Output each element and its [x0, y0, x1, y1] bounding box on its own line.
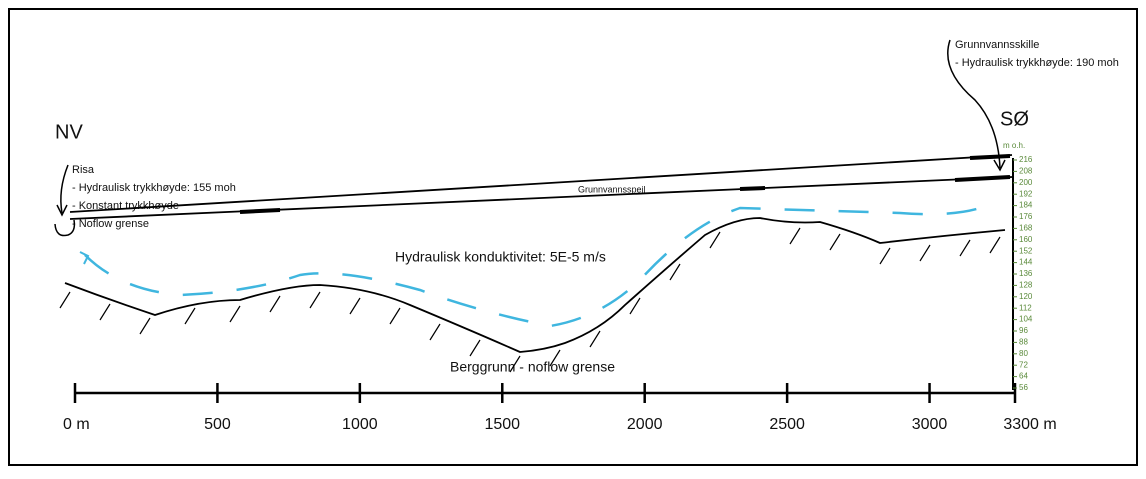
distance-tick-label: 3000 — [912, 416, 948, 433]
risa-line: - Noflow grense — [72, 218, 149, 230]
elevation-tick-label: 184 — [1019, 201, 1033, 210]
elevation-tick-label: 152 — [1019, 246, 1033, 255]
mark — [954, 175, 1011, 182]
distance-tick-label: 2500 — [769, 416, 805, 433]
elevation-tick-label: 128 — [1019, 281, 1033, 290]
hatching — [59, 227, 1001, 373]
distance-tick-label: 3300 m — [1003, 416, 1056, 433]
elevation-unit: m o.h. — [1003, 141, 1025, 150]
risa-line: - Hydraulisk trykkhøyde: 155 moh — [72, 182, 236, 194]
distance-tick-label: 1500 — [484, 416, 520, 433]
elevation-tick-label: 136 — [1019, 269, 1033, 278]
mark — [239, 208, 281, 214]
elevation-tick-label: 112 — [1019, 303, 1032, 312]
conductivity-label: Hydraulisk konduktivitet: 5E-5 m/s — [395, 249, 606, 265]
elevation-tick-label: 216 — [1019, 155, 1033, 164]
risa-line: - Konstant trykkhøyde — [72, 200, 179, 212]
arrow-head — [56, 204, 68, 217]
elevation-tick-label: 64 — [1019, 372, 1028, 381]
elevation-tick-label: 72 — [1019, 360, 1028, 369]
elevation-tick-label: 96 — [1019, 326, 1028, 335]
elevation-tick-label: 208 — [1019, 167, 1033, 176]
elevation-tick-label: 104 — [1019, 315, 1033, 324]
distance-tick-label: 0 m — [63, 416, 90, 433]
frame — [8, 8, 1138, 466]
axes: 0 m 500 1000 1500 2000 2500 3000 3300 m 216 208 20… — [63, 155, 1057, 433]
bedrock-label: Berggrunn - noflow grense — [450, 359, 615, 375]
elevation-tick-label: 120 — [1019, 292, 1033, 301]
distance-tick-label: 1000 — [342, 416, 378, 433]
distance-tick-label: 500 — [204, 416, 231, 433]
elevation-tick-label: 80 — [1019, 349, 1028, 358]
elevation-tick-label: 144 — [1019, 258, 1033, 267]
left-label: NV — [55, 121, 83, 143]
bedrock-surface — [64, 217, 1006, 353]
elevation-tick-label: 160 — [1019, 235, 1033, 244]
elevation-tick-label: 88 — [1019, 338, 1028, 347]
mark — [969, 154, 1011, 160]
divide-line: - Hydraulisk trykkhøyde: 190 moh — [955, 57, 1119, 69]
arrow — [947, 39, 1001, 169]
upper-line — [69, 154, 1013, 213]
water-table-label: Grunnvannsspeil — [578, 184, 646, 194]
flow-arrow — [79, 251, 90, 265]
right-label: SØ — [1000, 108, 1029, 130]
mark — [739, 186, 766, 191]
elevation-tick-label: 176 — [1019, 212, 1033, 221]
water-table — [69, 176, 1013, 220]
river — [54, 219, 76, 237]
distance-tick-label: 2000 — [627, 416, 663, 433]
arrow — [60, 164, 69, 214]
risa-title: Risa — [72, 164, 95, 176]
elevation-tick-label: 56 — [1019, 383, 1028, 392]
elevation-tick-label: 192 — [1019, 189, 1033, 198]
arrow-head — [993, 159, 1006, 172]
elevation-tick-label: 168 — [1019, 224, 1033, 233]
divide-title: Grunnvannsskille — [955, 39, 1039, 51]
elevation-tick-label: 200 — [1019, 178, 1033, 187]
